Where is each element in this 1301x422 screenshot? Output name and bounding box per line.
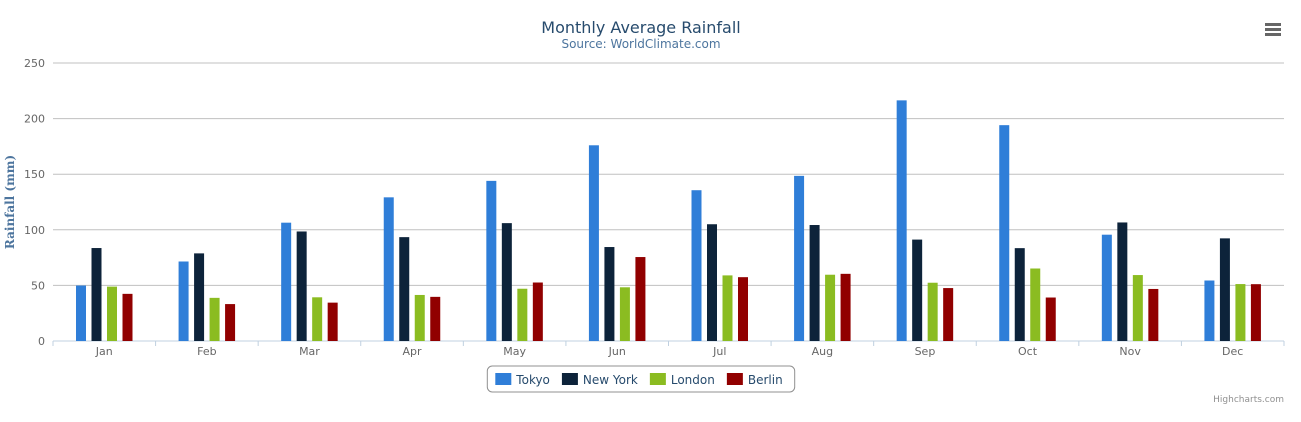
bar[interactable] bbox=[327, 302, 338, 341]
bar[interactable] bbox=[588, 145, 599, 341]
bar[interactable] bbox=[414, 294, 425, 341]
menu-button[interactable] bbox=[1258, 17, 1288, 43]
bar[interactable] bbox=[1235, 284, 1246, 341]
bar[interactable] bbox=[296, 231, 307, 341]
bar[interactable] bbox=[225, 304, 236, 341]
y-tick-label: 200 bbox=[24, 113, 45, 126]
bar[interactable] bbox=[107, 286, 117, 341]
y-axis: 0 50 100 150 200 250 bbox=[24, 57, 45, 348]
x-tick-label: Oct bbox=[1018, 345, 1038, 358]
x-tick-label: Nov bbox=[1119, 345, 1141, 358]
x-tick-label: Apr bbox=[403, 345, 423, 358]
bar[interactable] bbox=[1117, 222, 1128, 341]
x-tick-label: Dec bbox=[1222, 345, 1243, 358]
bar[interactable] bbox=[532, 282, 543, 341]
legend-item[interactable]: London bbox=[649, 373, 715, 387]
bar[interactable] bbox=[927, 282, 938, 341]
bar[interactable] bbox=[896, 100, 907, 342]
x-tick-label: Jun bbox=[608, 345, 626, 358]
bar[interactable] bbox=[794, 175, 805, 341]
legend-swatch bbox=[561, 373, 578, 385]
x-tick-label: Sep bbox=[915, 345, 936, 358]
bar[interactable] bbox=[1204, 280, 1215, 341]
bar[interactable] bbox=[122, 293, 133, 341]
legend-label: Berlin bbox=[748, 373, 783, 387]
legend-item[interactable]: Berlin bbox=[726, 373, 783, 387]
bar[interactable] bbox=[912, 239, 923, 341]
bar[interactable] bbox=[312, 297, 323, 341]
chart-subtitle: Source: WorldClimate.com bbox=[561, 37, 720, 51]
y-tick-label: 100 bbox=[24, 224, 45, 237]
bar[interactable] bbox=[1045, 297, 1056, 341]
hamburger-menu-icon bbox=[1265, 23, 1281, 36]
bar[interactable] bbox=[178, 261, 189, 341]
bar[interactable] bbox=[399, 237, 410, 341]
bar[interactable] bbox=[486, 180, 497, 341]
y-tick-label: 150 bbox=[24, 168, 45, 181]
bar[interactable] bbox=[91, 248, 102, 341]
legend-item[interactable]: Tokyo bbox=[495, 373, 550, 387]
bar[interactable] bbox=[1219, 238, 1230, 341]
bars bbox=[76, 100, 1261, 342]
bar[interactable] bbox=[383, 197, 394, 341]
bar[interactable] bbox=[1132, 275, 1143, 341]
bar[interactable] bbox=[635, 257, 646, 341]
x-tick-label: Feb bbox=[197, 345, 216, 358]
bar[interactable] bbox=[1030, 268, 1041, 341]
x-tick-label: Aug bbox=[812, 345, 833, 358]
bar[interactable] bbox=[825, 274, 836, 341]
legend: Tokyo New York London Berlin bbox=[486, 365, 796, 393]
bar[interactable] bbox=[194, 253, 205, 341]
x-tick-label: Jan bbox=[95, 345, 113, 358]
legend-label: New York bbox=[583, 373, 638, 387]
chart-title: Monthly Average Rainfall bbox=[541, 18, 740, 37]
y-tick-label: 250 bbox=[24, 57, 45, 70]
bar[interactable] bbox=[209, 297, 220, 341]
x-axis: Jan Feb Mar Apr May Jun Jul Aug Sep Oct Nov Dec bbox=[52, 340, 1285, 358]
legend-swatch bbox=[649, 373, 666, 385]
bar[interactable] bbox=[1101, 234, 1112, 341]
bar[interactable] bbox=[943, 288, 954, 341]
x-tick-label: Jul bbox=[712, 345, 726, 358]
bar[interactable] bbox=[517, 288, 528, 341]
bar[interactable] bbox=[501, 223, 512, 341]
bar[interactable] bbox=[619, 287, 630, 341]
bar[interactable] bbox=[1014, 248, 1025, 341]
legend-label: London bbox=[671, 373, 715, 387]
credits-link[interactable]: Highcharts.com bbox=[1213, 395, 1284, 405]
bar[interactable] bbox=[281, 222, 292, 341]
legend-item[interactable]: New York bbox=[561, 373, 638, 387]
bar[interactable] bbox=[430, 296, 441, 341]
bar[interactable] bbox=[809, 225, 820, 341]
legend-box bbox=[486, 365, 796, 393]
bar[interactable] bbox=[999, 125, 1010, 341]
x-tick-label: May bbox=[503, 345, 526, 358]
y-axis-title: Rainfall (mm) bbox=[3, 155, 17, 249]
grid-lines bbox=[53, 62, 1284, 286]
bar[interactable] bbox=[76, 285, 86, 341]
bar[interactable] bbox=[707, 224, 717, 341]
bar[interactable] bbox=[1250, 284, 1261, 341]
bar[interactable] bbox=[604, 247, 615, 341]
x-tick-label: Mar bbox=[299, 345, 320, 358]
legend-swatch bbox=[495, 373, 512, 385]
bar[interactable] bbox=[691, 190, 702, 341]
bar[interactable] bbox=[1148, 288, 1159, 341]
bar[interactable] bbox=[722, 275, 733, 341]
bar[interactable] bbox=[840, 273, 851, 341]
y-tick-label: 50 bbox=[31, 279, 45, 292]
legend-label: Tokyo bbox=[515, 373, 550, 387]
y-tick-label: 0 bbox=[38, 335, 45, 348]
bar[interactable] bbox=[738, 277, 748, 341]
legend-swatch bbox=[726, 373, 743, 385]
